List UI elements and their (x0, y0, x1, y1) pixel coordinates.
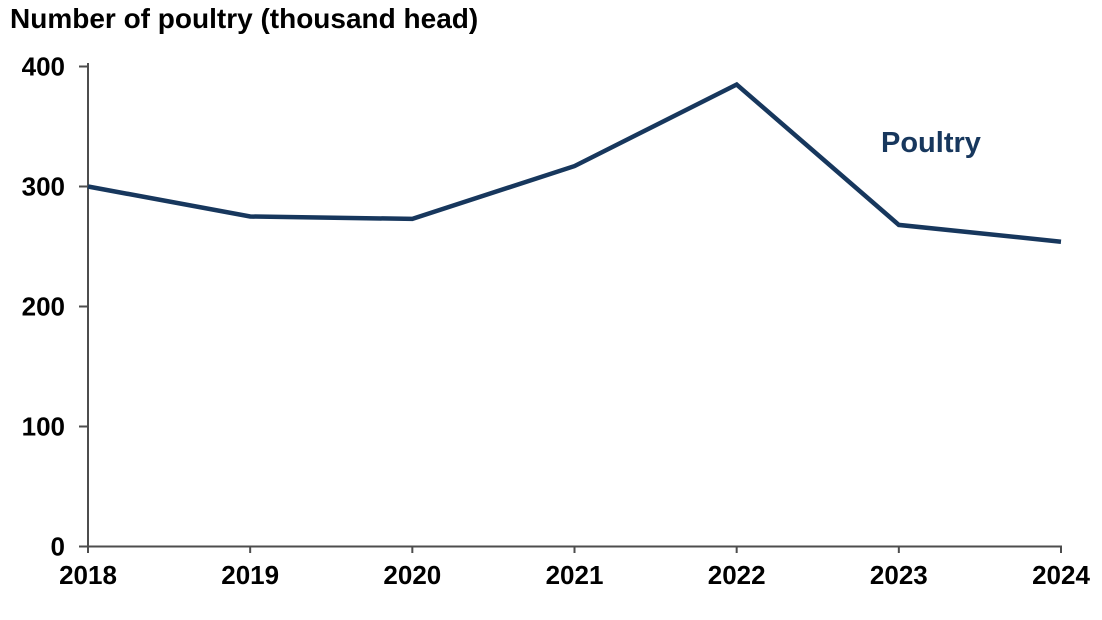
y-axis-tick-label: 200 (22, 292, 65, 322)
series-label-poultry: Poultry (881, 127, 981, 159)
x-axis-tick-label: 2022 (708, 560, 766, 590)
y-axis-tick-label: 0 (51, 532, 65, 562)
y-axis-tick-label: 400 (22, 52, 65, 82)
x-axis-tick-label: 2019 (221, 560, 279, 590)
chart-title: Number of poultry (thousand head) (10, 3, 479, 34)
x-axis-tick-label: 2023 (870, 560, 928, 590)
x-axis-tick-label: 2018 (59, 560, 117, 590)
x-axis-tick-label: 2020 (383, 560, 441, 590)
y-axis-tick-label: 300 (22, 172, 65, 202)
x-axis-tick-label: 2024 (1032, 560, 1090, 590)
poultry-series-line (87, 81, 1062, 244)
y-axis-tick-label: 100 (22, 412, 65, 442)
x-axis-tick-label: 2021 (546, 560, 604, 590)
